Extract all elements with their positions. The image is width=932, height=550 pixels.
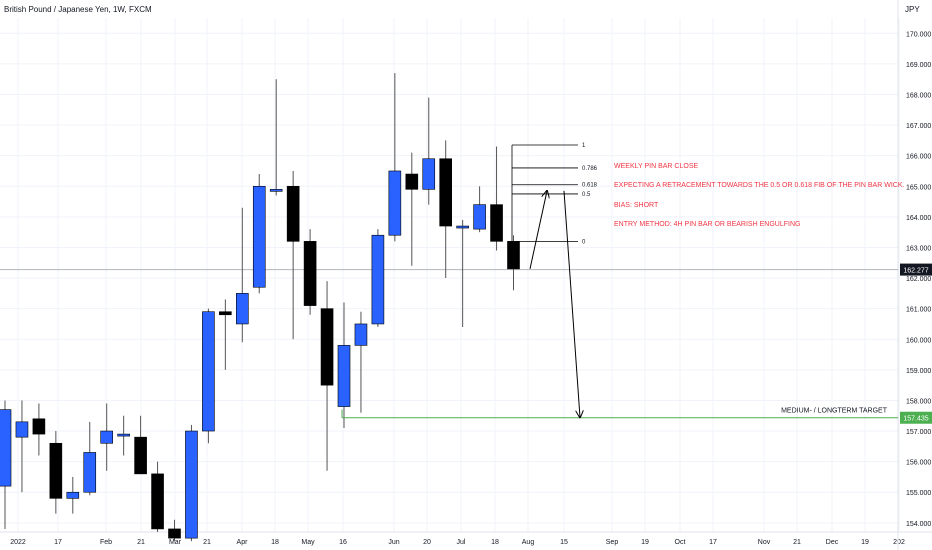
target-label: MEDIUM- / LONGTERM TARGET — [781, 408, 888, 415]
x-tick-label: Oct — [675, 539, 686, 546]
x-tick-label: 19 — [861, 539, 869, 546]
x-tick-label: 21 — [203, 539, 211, 546]
candle-body[interactable] — [456, 225, 469, 229]
candle-body[interactable] — [32, 418, 46, 435]
candle-body[interactable] — [168, 528, 181, 539]
y-tick-label: 165.000 — [906, 184, 931, 191]
candle-body[interactable] — [337, 345, 351, 407]
arrow-up-retracement[interactable] — [529, 191, 547, 269]
y-tick-label: 156.000 — [906, 460, 931, 467]
candle-body[interactable] — [151, 473, 164, 530]
arrow-down-target[interactable] — [563, 190, 580, 417]
x-tick-label: Dec — [826, 539, 839, 546]
current-price-text: 162.277 — [903, 268, 928, 275]
currency-label: JPY — [905, 5, 920, 14]
y-tick-label: 157.000 — [906, 429, 931, 436]
x-tick-label: Nov — [758, 539, 771, 546]
annotation-text: BIAS: SHORT — [614, 202, 659, 209]
x-tick-label: May — [301, 539, 315, 546]
x-tick-label: 19 — [641, 539, 649, 546]
y-tick-label: 162.000 — [906, 276, 931, 283]
candle-body[interactable] — [286, 185, 300, 242]
x-tick-label: Feb — [100, 539, 112, 546]
annotation-text: ENTRY METHOD: 4H PIN BAR OR BEARISH ENGU… — [614, 221, 800, 228]
x-tick-label: Mar — [169, 539, 182, 546]
annotation-text: WEEKLY PIN BAR CLOSE — [614, 163, 698, 170]
candle-body[interactable] — [202, 311, 215, 432]
y-tick-label: 154.000 — [906, 521, 931, 528]
candle-body[interactable] — [473, 204, 486, 230]
candle-body[interactable] — [439, 158, 453, 227]
x-tick-label: 17 — [54, 539, 62, 546]
y-tick-label: 164.000 — [906, 215, 931, 222]
fib-level-label: 0 — [582, 239, 586, 245]
fib-level-label: 0.618 — [582, 183, 598, 189]
candle-body[interactable] — [303, 241, 317, 306]
current-price-badge — [900, 263, 932, 276]
x-tick-label: 202 — [893, 539, 905, 546]
fib-level-label: 0.786 — [582, 166, 598, 172]
y-tick-label: 169.000 — [906, 62, 931, 69]
fib-level-label: 0.5 — [582, 192, 591, 198]
candle-body[interactable] — [15, 421, 29, 438]
fib-level-label: 1 — [582, 143, 586, 149]
y-tick-label: 168.000 — [906, 92, 931, 99]
x-tick-label: 17 — [709, 539, 717, 546]
target-price-badge — [900, 411, 932, 424]
x-tick-label: 21 — [137, 539, 145, 546]
candle-body[interactable] — [371, 234, 385, 325]
y-tick-label: 161.000 — [906, 307, 931, 314]
candle-body[interactable] — [185, 430, 198, 539]
candle-body[interactable] — [320, 308, 334, 386]
x-tick-label: 2022 — [10, 539, 26, 546]
candle-body[interactable] — [354, 323, 368, 346]
candle-body[interactable] — [219, 311, 232, 316]
x-tick-label: 21 — [793, 539, 801, 546]
candle-body[interactable] — [100, 430, 113, 444]
x-tick-label: Aug — [522, 539, 535, 546]
candle-body[interactable] — [405, 173, 419, 190]
x-tick-label: 18 — [491, 539, 499, 546]
candle-body[interactable] — [388, 170, 402, 236]
y-tick-label: 160.000 — [906, 337, 931, 344]
y-tick-label: 166.000 — [906, 154, 931, 161]
x-tick-label: 16 — [339, 539, 347, 546]
y-tick-label: 159.000 — [906, 368, 931, 375]
candle-body[interactable] — [269, 189, 283, 192]
candle-body[interactable] — [134, 436, 147, 475]
candle-body[interactable] — [422, 158, 436, 190]
candle-body[interactable] — [83, 452, 97, 493]
x-tick-label: 15 — [560, 539, 568, 546]
y-tick-label: 170.000 — [906, 31, 931, 38]
candle-body[interactable] — [236, 293, 249, 325]
x-tick-label: 18 — [271, 539, 279, 546]
annotation-text: EXPECTING A RETRACEMENT TOWARDS THE 0.5 … — [614, 182, 904, 189]
candle-body[interactable] — [252, 185, 266, 288]
y-tick-label: 163.000 — [906, 245, 931, 252]
candle-body[interactable] — [117, 433, 130, 437]
target-price-text: 157.435 — [903, 416, 928, 423]
candle-body[interactable] — [66, 491, 80, 499]
candle-body[interactable] — [0, 409, 12, 487]
x-tick-label: Jun — [388, 539, 399, 546]
x-tick-label: Jul — [457, 539, 466, 546]
x-tick-label: 20 — [423, 539, 431, 546]
x-tick-label: Apr — [237, 539, 249, 546]
candle-body[interactable] — [507, 241, 520, 270]
x-tick-label: Sep — [606, 539, 619, 546]
y-tick-label: 167.000 — [906, 123, 931, 130]
candle-body[interactable] — [49, 442, 63, 499]
symbol-title[interactable]: British Pound / Japanese Yen, 1W, FXCM — [4, 5, 152, 14]
candle-body[interactable] — [490, 204, 503, 242]
y-tick-label: 158.000 — [906, 398, 931, 405]
y-tick-label: 155.000 — [906, 490, 931, 497]
